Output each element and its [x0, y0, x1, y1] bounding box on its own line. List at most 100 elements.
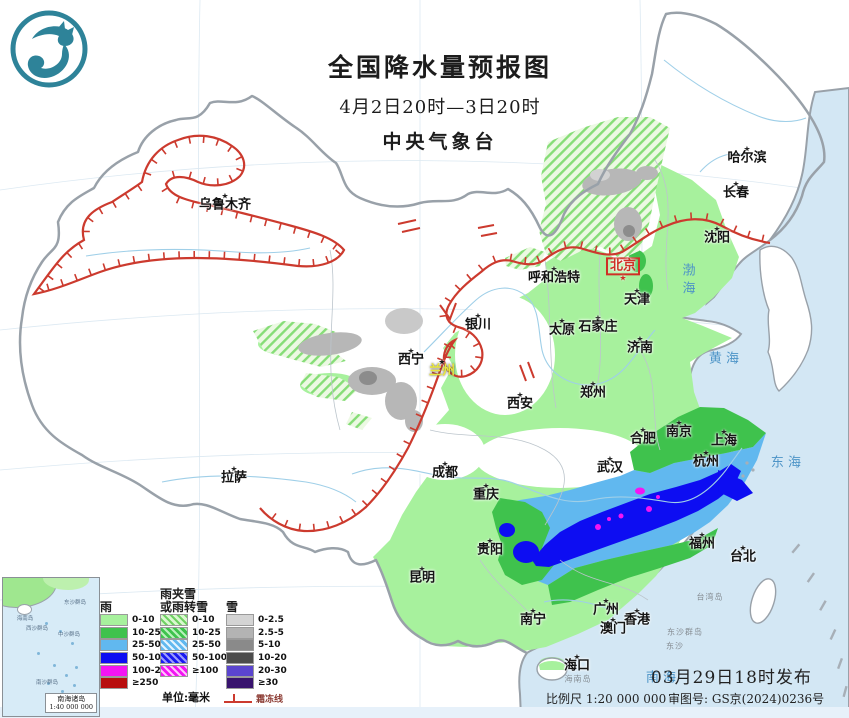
- city-label: ★ 哈尔滨: [727, 145, 766, 166]
- frost-tick: [253, 253, 256, 262]
- legend-row: 5-10: [226, 639, 287, 652]
- city-name: 南宁: [519, 612, 547, 628]
- frost-tick: [215, 138, 220, 146]
- city-marker-icon: ★: [739, 543, 747, 553]
- city-label: ★ 昆明: [409, 565, 435, 586]
- frost-tick: [579, 241, 584, 249]
- frost-tick: [284, 519, 289, 527]
- frost-tick: [454, 284, 461, 291]
- frost-tick: [470, 365, 476, 372]
- city-name: 杭州: [692, 454, 720, 470]
- legend-row: 50-100: [100, 652, 173, 665]
- frost-tick: [746, 230, 751, 238]
- city-marker-icon: ★: [474, 311, 482, 321]
- frost-tick: [46, 283, 50, 291]
- hainan-island: [536, 657, 568, 681]
- legend-swatch: [100, 677, 128, 690]
- legend-swatch: [226, 677, 254, 690]
- frost-tick: [403, 440, 411, 445]
- legend-sleet-title-2: 或雨转雪: [160, 600, 209, 614]
- city-marker-icon: ★: [713, 224, 721, 234]
- korea-peninsula: [759, 245, 813, 392]
- city-name: 天津: [623, 292, 651, 308]
- city-label: ★ 合肥: [629, 426, 657, 447]
- city-label: ★ 西宁: [398, 347, 424, 368]
- frost-tick: [98, 207, 104, 215]
- city-name: 重庆: [472, 487, 500, 503]
- frost-tick: [47, 274, 54, 281]
- frost-tick: [268, 255, 271, 263]
- legend-row: 20-30: [226, 664, 287, 677]
- area-label: 东沙: [666, 641, 684, 651]
- frost-tick: [238, 252, 241, 260]
- issuing-agency: 中央气象台: [382, 131, 498, 153]
- frost-tick: [594, 245, 598, 253]
- city-marker-icon: ★: [675, 418, 683, 428]
- precip-rain-100-250: [595, 487, 660, 530]
- city-marker-icon: ★: [602, 596, 610, 606]
- frost-tick: [339, 515, 344, 523]
- frost-tick: [171, 170, 176, 178]
- city-name: 海口: [563, 658, 591, 674]
- frost-tick: [477, 264, 484, 271]
- frost-tick: [452, 325, 457, 334]
- city-label: ★ 贵阳: [477, 537, 503, 558]
- review-number: 审图号: GS京(2024)0236号: [668, 692, 825, 706]
- frost-tick: [228, 174, 234, 182]
- frost-tick: [492, 255, 497, 263]
- rivers: [85, 59, 807, 613]
- legend-sleet-column: 雨夹雪 或雨转雪 0-10 10-25 25-50 50-100 ≥100: [160, 580, 227, 677]
- frost-tick: [659, 220, 664, 228]
- legend-row: 2.5-5: [226, 626, 287, 640]
- city-marker-icon: ★: [529, 606, 537, 616]
- frost-tick: [124, 192, 130, 200]
- city-name: 长春: [722, 185, 750, 201]
- city-marker-icon: ★: [558, 316, 566, 326]
- frost-tick: [449, 343, 456, 350]
- frost-tick: [236, 167, 244, 172]
- frost-tick: [312, 523, 316, 531]
- precip-snow-areas: [298, 166, 658, 432]
- frost-tick: [351, 508, 357, 516]
- frost-tick: [132, 255, 136, 264]
- dry-areas: [405, 295, 645, 488]
- frost-tick: [426, 385, 434, 390]
- frost-tick: [227, 145, 233, 153]
- frost-line-label: 霜冻线: [256, 695, 284, 705]
- city-name: 合肥: [629, 431, 657, 447]
- city-marker-icon: ★: [619, 273, 627, 283]
- city-label: ★ 兰州: [429, 358, 455, 379]
- precip-rain-50-100: [499, 464, 753, 567]
- legend-unit: 单位:毫米: [162, 691, 211, 704]
- legend-range-label: 10-25: [192, 627, 221, 638]
- city-label: ★ 郑州: [580, 380, 606, 401]
- title-block: 全国降水量预报图 4月2日20时—3日20时 中央气象台: [240, 48, 640, 154]
- inset-coast-2: [43, 578, 89, 590]
- frost-tick: [235, 211, 239, 219]
- city-marker-icon: ★: [573, 652, 581, 662]
- sea-label: 黄 海: [708, 351, 740, 367]
- offshore-islands: [741, 461, 848, 698]
- city-label: ★ 呼和浩特: [528, 265, 580, 286]
- legend-row: ≥100: [160, 664, 227, 677]
- legend-swatch: [160, 639, 188, 652]
- frost-tick: [102, 263, 107, 271]
- legend-row: ≥30: [226, 677, 287, 690]
- frost-tick: [388, 465, 396, 471]
- inset-label: 西沙群岛: [25, 626, 49, 632]
- city-label: ★ 西安: [507, 391, 533, 412]
- legend-range-label: 100-250: [132, 665, 174, 676]
- frost-tick: [312, 258, 315, 267]
- city-label: ★ 乌鲁木齐: [199, 192, 251, 213]
- frost-tick: [188, 136, 192, 144]
- frost-tick: [74, 273, 79, 281]
- legend-sleet-title-1: 雨夹雪: [160, 587, 197, 601]
- city-name: 南京: [665, 424, 693, 440]
- frost-tick: [220, 208, 224, 216]
- legend-rain-title: 雨: [100, 600, 113, 614]
- legend-row: 25-50: [100, 639, 173, 652]
- frost-tick: [66, 251, 73, 259]
- frost-tick: [524, 256, 527, 265]
- taiwan-island: [749, 578, 777, 624]
